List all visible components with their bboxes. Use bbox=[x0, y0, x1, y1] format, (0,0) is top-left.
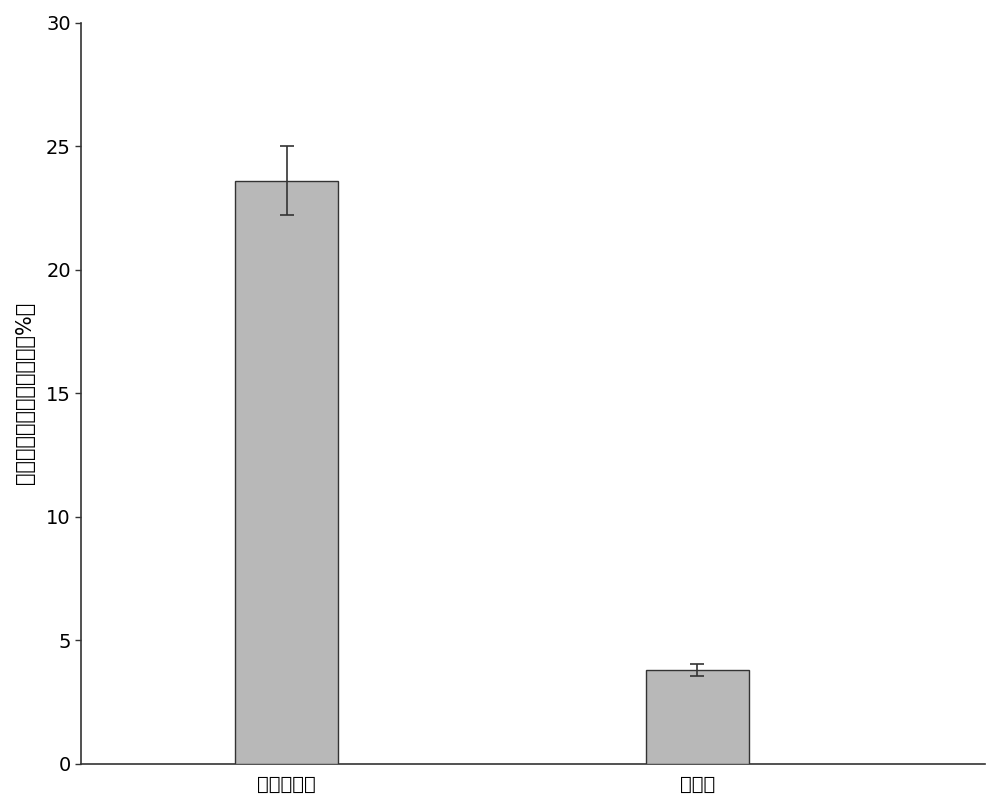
Bar bbox=[235, 180, 338, 764]
Y-axis label: 酵母菌酒精胁迫后存活率（%）: 酵母菌酒精胁迫后存活率（%） bbox=[15, 302, 35, 485]
Bar bbox=[646, 670, 749, 764]
